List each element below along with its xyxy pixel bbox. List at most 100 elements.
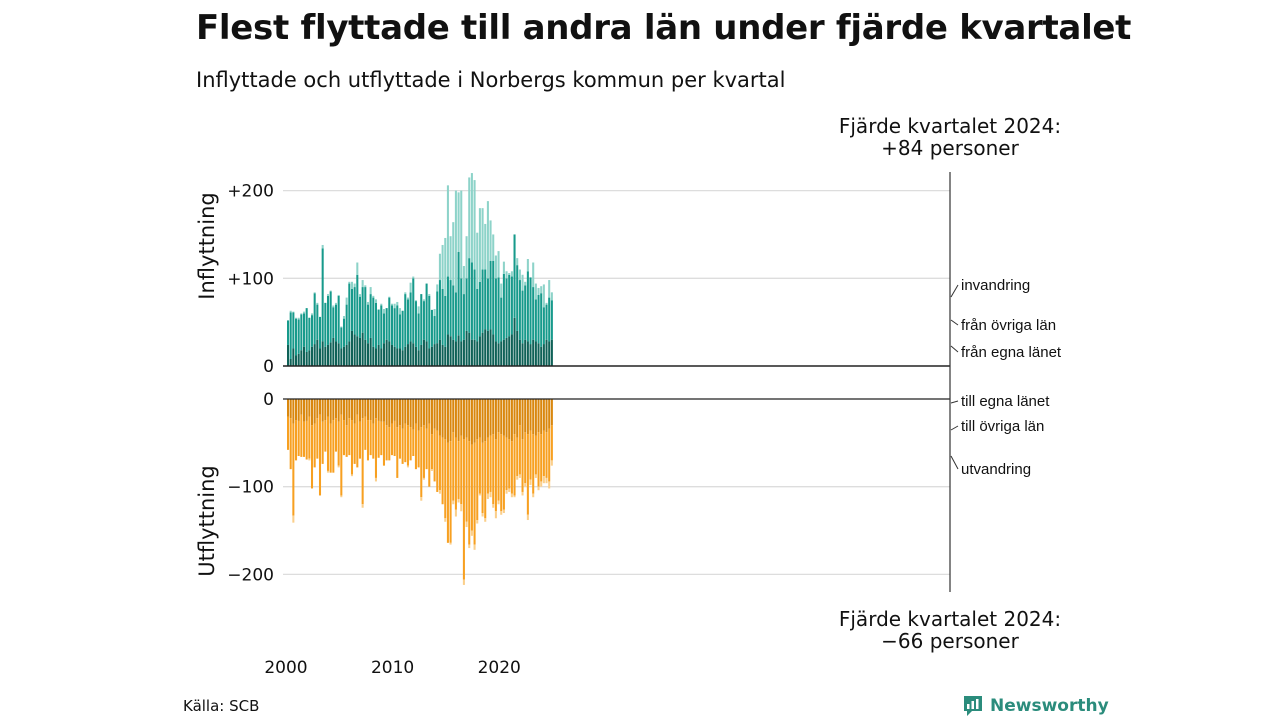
bar-inflyttning bbox=[476, 341, 479, 366]
bar-utflyttning bbox=[292, 399, 295, 424]
bar-utflyttning bbox=[516, 399, 519, 438]
bar-utflyttning bbox=[542, 399, 545, 431]
bar-inflyttning bbox=[438, 339, 441, 366]
bar-utflyttning bbox=[449, 441, 452, 543]
bar-inflyttning bbox=[366, 304, 369, 344]
bar-utflyttning bbox=[537, 399, 540, 433]
bar-utflyttning bbox=[473, 442, 476, 545]
bar-inflyttning bbox=[287, 320, 290, 345]
bar-inflyttning bbox=[433, 316, 436, 345]
page-subtitle: Inflyttade och utflyttade i Norbergs kom… bbox=[196, 68, 786, 92]
bar-inflyttning bbox=[532, 262, 535, 288]
bar-utflyttning bbox=[313, 399, 316, 424]
bar-utflyttning bbox=[316, 418, 319, 459]
bar-inflyttning bbox=[441, 244, 444, 289]
bar-utflyttning bbox=[374, 418, 377, 478]
bar-utflyttning bbox=[521, 491, 524, 496]
series-label-leader bbox=[950, 455, 959, 470]
bar-utflyttning bbox=[438, 490, 441, 494]
bar-utflyttning bbox=[342, 399, 346, 421]
bar-utflyttning bbox=[470, 399, 473, 445]
bar-inflyttning bbox=[468, 177, 471, 259]
bar-inflyttning bbox=[406, 297, 409, 300]
bar-inflyttning bbox=[510, 334, 513, 366]
source-note: Källa: SCB bbox=[183, 697, 260, 715]
bar-utflyttning bbox=[452, 500, 455, 505]
bar-inflyttning bbox=[340, 327, 343, 349]
series-label: utvandring bbox=[961, 461, 1031, 478]
bar-utflyttning bbox=[406, 465, 409, 468]
bar-utflyttning bbox=[308, 399, 311, 417]
bar-inflyttning bbox=[398, 308, 401, 315]
bar-utflyttning bbox=[287, 416, 290, 450]
bar-utflyttning bbox=[548, 481, 551, 489]
y-tick-label: −100 bbox=[227, 478, 274, 498]
bar-inflyttning bbox=[468, 258, 471, 333]
bar-inflyttning bbox=[295, 318, 298, 356]
bar-inflyttning bbox=[542, 344, 545, 366]
bar-inflyttning bbox=[300, 350, 303, 366]
bar-utflyttning bbox=[316, 399, 319, 419]
bar-utflyttning bbox=[500, 399, 503, 435]
bar-inflyttning bbox=[510, 276, 513, 335]
bar-utflyttning bbox=[500, 511, 503, 515]
bar-inflyttning bbox=[340, 348, 343, 366]
bar-utflyttning bbox=[377, 420, 380, 458]
bar-utflyttning bbox=[510, 493, 513, 498]
annotation-top-line1: Fjärde kvartalet 2024: bbox=[839, 114, 1061, 138]
bar-utflyttning bbox=[489, 399, 492, 436]
bar-utflyttning bbox=[350, 399, 354, 421]
bar-utflyttning bbox=[364, 399, 367, 417]
bar-inflyttning bbox=[433, 344, 436, 366]
y-tick-label: +200 bbox=[227, 182, 274, 202]
y-axis-label-inflyttning: Inflyttning bbox=[195, 192, 219, 299]
bar-inflyttning bbox=[537, 294, 540, 344]
bar-inflyttning bbox=[356, 262, 359, 275]
bar-utflyttning bbox=[420, 497, 423, 501]
bar-utflyttning bbox=[342, 420, 346, 456]
bar-inflyttning bbox=[321, 341, 324, 366]
x-tick-label: 2000 bbox=[264, 658, 307, 678]
bar-inflyttning bbox=[449, 236, 452, 281]
bar-utflyttning bbox=[513, 434, 516, 496]
bar-inflyttning bbox=[492, 260, 495, 335]
bar-inflyttning bbox=[300, 314, 303, 351]
bar-inflyttning bbox=[420, 294, 423, 345]
bar-inflyttning bbox=[361, 287, 364, 333]
bar-utflyttning bbox=[510, 441, 513, 494]
bar-utflyttning bbox=[374, 477, 377, 482]
bar-utflyttning bbox=[529, 430, 532, 480]
bar-inflyttning bbox=[313, 293, 316, 345]
bar-inflyttning bbox=[308, 350, 311, 366]
bar-utflyttning bbox=[374, 399, 377, 419]
bar-utflyttning bbox=[412, 399, 415, 430]
bar-inflyttning bbox=[545, 304, 548, 340]
bar-inflyttning bbox=[342, 318, 346, 347]
bar-inflyttning bbox=[548, 341, 551, 366]
bar-inflyttning bbox=[428, 348, 431, 366]
newsworthy-logo-icon bbox=[964, 696, 982, 716]
bar-inflyttning bbox=[465, 278, 468, 331]
bar-inflyttning bbox=[308, 317, 311, 351]
bar-utflyttning bbox=[532, 399, 535, 435]
bar-utflyttning bbox=[404, 399, 407, 424]
bar-utflyttning bbox=[438, 399, 441, 436]
bar-utflyttning bbox=[486, 399, 489, 438]
bar-utflyttning bbox=[524, 399, 527, 433]
brand-logo[interactable]: Newsworthy bbox=[962, 693, 1109, 719]
bar-inflyttning bbox=[329, 290, 332, 292]
bar-inflyttning bbox=[537, 287, 540, 295]
bar-utflyttning bbox=[513, 399, 516, 435]
bar-inflyttning bbox=[441, 288, 444, 345]
bar-inflyttning bbox=[542, 307, 545, 345]
bar-inflyttning bbox=[388, 297, 391, 342]
bar-inflyttning bbox=[473, 180, 476, 270]
bar-utflyttning bbox=[518, 474, 521, 478]
bar-utflyttning bbox=[550, 460, 553, 466]
bar-utflyttning bbox=[417, 430, 420, 468]
bar-inflyttning bbox=[380, 348, 383, 366]
bar-inflyttning bbox=[526, 271, 529, 342]
bar-inflyttning bbox=[326, 294, 330, 296]
bar-utflyttning bbox=[470, 444, 473, 531]
bar-utflyttning bbox=[486, 493, 489, 499]
